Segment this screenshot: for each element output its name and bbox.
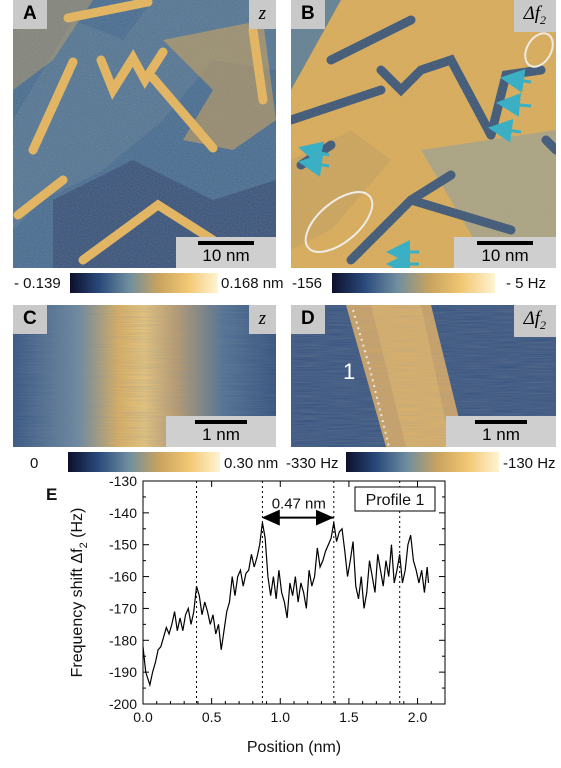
annotation-label: 0.47 nm [272, 496, 326, 513]
panel-c-topography-image: C z 1 nm [13, 305, 276, 447]
panel-d-scale-bar: 1 nm [446, 416, 556, 447]
panel-c-label: C [13, 305, 47, 334]
legend-label: Profile 1 [366, 492, 425, 509]
panel-a-topography-image: A z 10 nm [13, 0, 276, 268]
x-tick-label: 0.5 [202, 709, 222, 725]
panel-a-scale-bar: 10 nm [176, 237, 276, 268]
y-axis-title-main: Frequency shift Δf [69, 548, 86, 678]
chart-legend: Profile 1 [354, 486, 436, 512]
panel-a-image-graphic [13, 0, 276, 268]
colorbar-bottom-left-gradient [68, 452, 220, 472]
panel-d-label: D [291, 305, 325, 334]
panel-b-quantity: Δf2 [513, 0, 556, 32]
panel-b-image-graphic [291, 0, 556, 268]
colorbar-top-left-gradient [70, 273, 218, 293]
y-tick-label: -200 [109, 696, 137, 712]
panel-e-label: E [46, 485, 57, 504]
panel-b-scale-label: 10 nm [481, 246, 529, 265]
panel-a-label: A [13, 0, 47, 29]
profile-1-series-line [142, 522, 430, 688]
panel-d-scale-label: 1 nm [482, 425, 520, 444]
panel-b-scale-bar: 10 nm [454, 237, 556, 268]
scale-bar-line [198, 241, 254, 245]
y-tick-label: -190 [109, 664, 137, 680]
colorbar-bottom-right-min: -330 Hz [286, 455, 339, 472]
scale-bar-line [475, 420, 527, 424]
x-tick-label: 1.0 [271, 709, 291, 725]
panel-d-frequency-shift-image: D Δf2 1 1 nm [291, 305, 556, 447]
panel-d-quantity: Δf2 [513, 305, 556, 337]
y-tick-label: -170 [109, 600, 137, 616]
x-axis-title: Position (nm) [247, 739, 341, 756]
x-tick-label: 0.0 [133, 709, 153, 725]
panel-a-scale-label: 10 nm [202, 246, 250, 265]
legend-box [354, 486, 436, 512]
profile-number-label: 1 [343, 359, 356, 384]
panel-a-quantity: z [248, 0, 276, 29]
x-tick-label: 2.0 [408, 709, 428, 725]
y-axis-title: Frequency shift Δf2 (Hz) [69, 508, 90, 678]
colorbar-top-right-min: -156 [292, 275, 323, 292]
panel-b-label: B [291, 0, 325, 29]
colorbar-bottom-left-max: 0.30 nm [224, 455, 279, 472]
scale-bar-line [477, 241, 533, 245]
scale-bar-line [195, 420, 247, 424]
panel-c-scale-label: 1 nm [202, 425, 240, 444]
y-tick-label: -160 [109, 569, 137, 585]
y-tick-label: -130 [109, 476, 137, 489]
x-tick-label: 1.5 [339, 709, 359, 725]
chart-annotation: 0.47 nm [261, 496, 334, 526]
colorbar-top-left-min: - 0.139 [14, 275, 61, 292]
y-tick-label: -140 [109, 505, 137, 521]
y-tick-label: -150 [109, 537, 137, 553]
colorbar-bottom-left-min: 0 [30, 455, 39, 472]
colorbar-bottom-right-gradient [346, 452, 499, 472]
colorbar-bottom-right-max: -130 Hz [503, 455, 556, 472]
y-axis-title-unit: (Hz) [69, 508, 86, 543]
colorbar-top-right-max: - 5 Hz [506, 275, 547, 292]
panel-d-image-graphic [291, 305, 556, 447]
colorbar-top-right-gradient [332, 273, 495, 293]
colorbar-top-left-max: 0.168 nm [221, 275, 284, 292]
chart-vertical-guides [196, 481, 401, 704]
panel-c-quantity: z [248, 305, 276, 334]
panel-c-scale-bar: 1 nm [166, 416, 276, 447]
panel-b-frequency-shift-image: B Δf2 10 nm [291, 0, 556, 268]
y-tick-label: -180 [109, 632, 137, 648]
y-axis-title-sub: 2 [78, 542, 90, 548]
